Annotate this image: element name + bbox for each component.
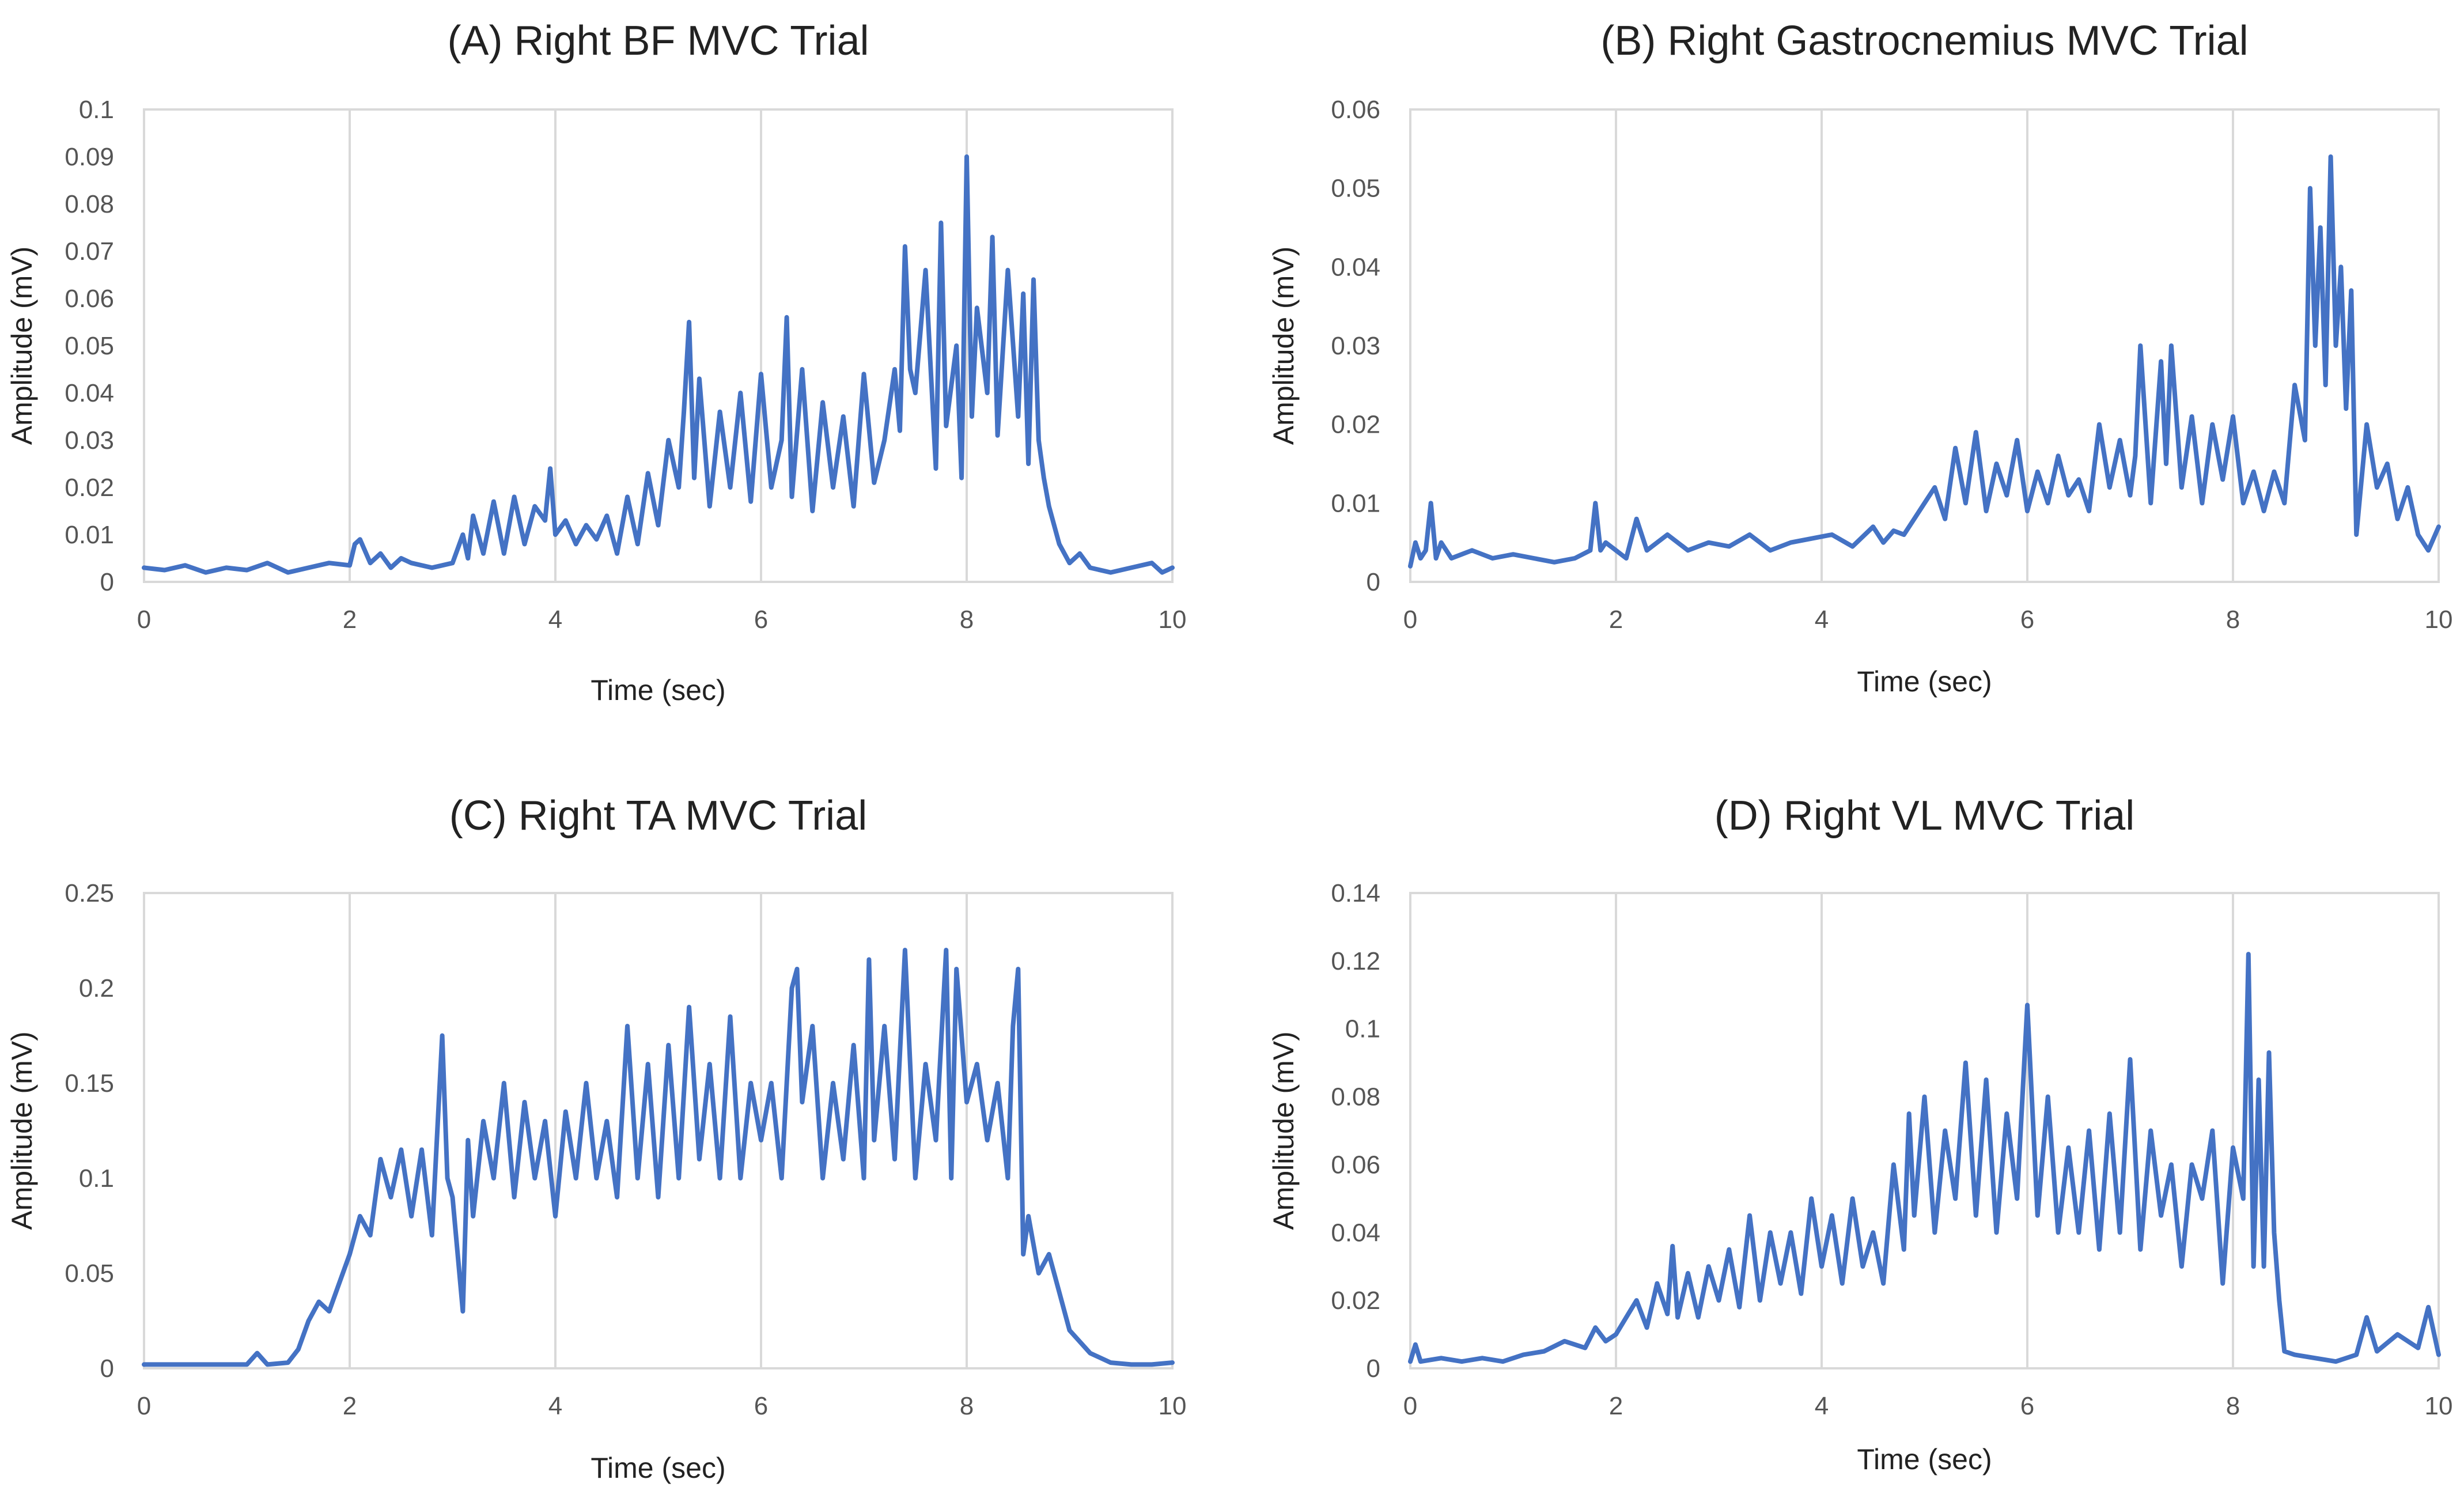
chart-title-b: (B) Right Gastrocnemius MVC Trial [1600, 18, 2248, 64]
y-tick-label-d: 0.02 [1331, 1287, 1380, 1315]
x-tick-label-a: 2 [343, 606, 357, 634]
x-tick-label-d: 10 [2425, 1392, 2453, 1420]
x-tick-label-c: 10 [1159, 1392, 1187, 1420]
y-tick-label-a: 0 [100, 568, 114, 596]
x-tick-label-b: 10 [2425, 606, 2453, 634]
chart-panel-c: 0 2 4 6 8 10 0 0.05 0.1 0.15 0.2 0.25 (C) Right TA M… [6, 793, 1186, 1484]
y-tick-label-a: 0.06 [65, 285, 114, 313]
x-axis-label-a: Time (sec) [591, 674, 725, 706]
y-tick-label-d: 0 [1367, 1354, 1380, 1383]
x-tick-label-d: 6 [2020, 1392, 2034, 1420]
y-tick-label-d: 0.08 [1331, 1083, 1380, 1111]
plot-area-d [1409, 892, 2440, 1369]
y-tick-label-a: 0.08 [65, 190, 114, 218]
x-tick-label-d: 4 [1815, 1392, 1829, 1420]
chart-panel-a: 0 2 4 6 8 10 0 0.01 0.02 0.03 0.04 0.05 0.06 0.07 0.08… [6, 18, 1186, 706]
y-tick-label-c: 0.25 [65, 879, 114, 907]
y-tick-label-b: 0.04 [1331, 253, 1380, 281]
plot-area-b [1409, 108, 2440, 583]
x-tick-label-c: 2 [343, 1392, 357, 1420]
y-tick-label-b: 0.03 [1331, 332, 1380, 360]
y-tick-label-a: 0.07 [65, 237, 114, 266]
y-tick-label-d: 0.14 [1331, 879, 1380, 907]
x-tick-label-c: 0 [137, 1392, 151, 1420]
x-tick-label-b: 2 [1609, 606, 1623, 634]
y-tick-label-c: 0.05 [65, 1259, 114, 1288]
y-tick-label-a: 0.01 [65, 521, 114, 549]
y-tick-label-b: 0.06 [1331, 96, 1380, 124]
y-tick-label-a: 0.05 [65, 332, 114, 360]
chart-panel-d: 0 2 4 6 8 10 0 0.02 0.04 0.06 0.08 0.1 0.12 0.14 (D) R… [1267, 793, 2452, 1475]
x-tick-label-c: 6 [754, 1392, 768, 1420]
x-tick-label-d: 2 [1609, 1392, 1623, 1420]
x-tick-label-a: 8 [960, 606, 974, 634]
x-tick-label-b: 6 [2020, 606, 2034, 634]
y-axis-label-c: Amplitude (mV) [6, 1031, 38, 1230]
x-tick-label-b: 8 [2226, 606, 2240, 634]
x-tick-label-c: 4 [548, 1392, 562, 1420]
x-tick-label-b: 0 [1403, 606, 1417, 634]
x-tick-label-a: 10 [1159, 606, 1187, 634]
plot-area-c [143, 892, 1174, 1369]
series-line-a [142, 154, 1175, 575]
y-tick-label-b: 0.01 [1331, 489, 1380, 517]
y-tick-label-a: 0.02 [65, 474, 114, 502]
y-tick-label-d: 0.1 [1345, 1015, 1380, 1043]
x-tick-label-d: 0 [1403, 1392, 1417, 1420]
chart-title-a: (A) Right BF MVC Trial [447, 18, 869, 64]
x-axis-label-b: Time (sec) [1857, 665, 1992, 698]
x-tick-label-d: 8 [2226, 1392, 2240, 1420]
chart-title-d: (D) Right VL MVC Trial [1714, 793, 2134, 839]
y-tick-label-b: 0.02 [1331, 411, 1380, 439]
x-tick-label-a: 4 [548, 606, 562, 634]
y-tick-label-b: 0.05 [1331, 175, 1380, 203]
chart-panel-b: 0 2 4 6 8 10 0 0.01 0.02 0.03 0.04 0.05 0.06 (B) Righ… [1267, 18, 2452, 698]
plot-area-a [143, 108, 1174, 583]
y-tick-label-a: 0.04 [65, 379, 114, 407]
series-line-d [1408, 952, 2441, 1364]
y-axis-label-d: Amplitude (mV) [1267, 1031, 1300, 1230]
x-tick-label-a: 6 [754, 606, 768, 634]
chart-title-c: (C) Right TA MVC Trial [449, 793, 867, 839]
y-axis-label-b: Amplitude (mV) [1267, 247, 1300, 445]
x-tick-label-a: 0 [137, 606, 151, 634]
y-axis-label-a: Amplitude (mV) [6, 247, 38, 445]
x-axis-label-d: Time (sec) [1857, 1443, 1992, 1475]
y-tick-label-b: 0 [1367, 568, 1380, 596]
y-tick-label-a: 0.1 [79, 96, 114, 124]
x-axis-label-c: Time (sec) [591, 1452, 725, 1484]
series-line-c [142, 948, 1175, 1367]
series-line-b [1408, 154, 2441, 569]
y-tick-label-c: 0.2 [79, 974, 114, 1002]
y-tick-label-a: 0.03 [65, 426, 114, 455]
y-tick-label-c: 0.15 [65, 1069, 114, 1098]
y-tick-label-d: 0.06 [1331, 1151, 1380, 1179]
y-tick-label-d: 0.04 [1331, 1219, 1380, 1247]
x-tick-label-b: 4 [1815, 606, 1829, 634]
y-tick-label-d: 0.12 [1331, 947, 1380, 975]
y-tick-label-c: 0.1 [79, 1164, 114, 1193]
y-tick-label-a: 0.09 [65, 143, 114, 171]
y-tick-label-c: 0 [100, 1354, 114, 1383]
x-tick-label-c: 8 [960, 1392, 974, 1420]
